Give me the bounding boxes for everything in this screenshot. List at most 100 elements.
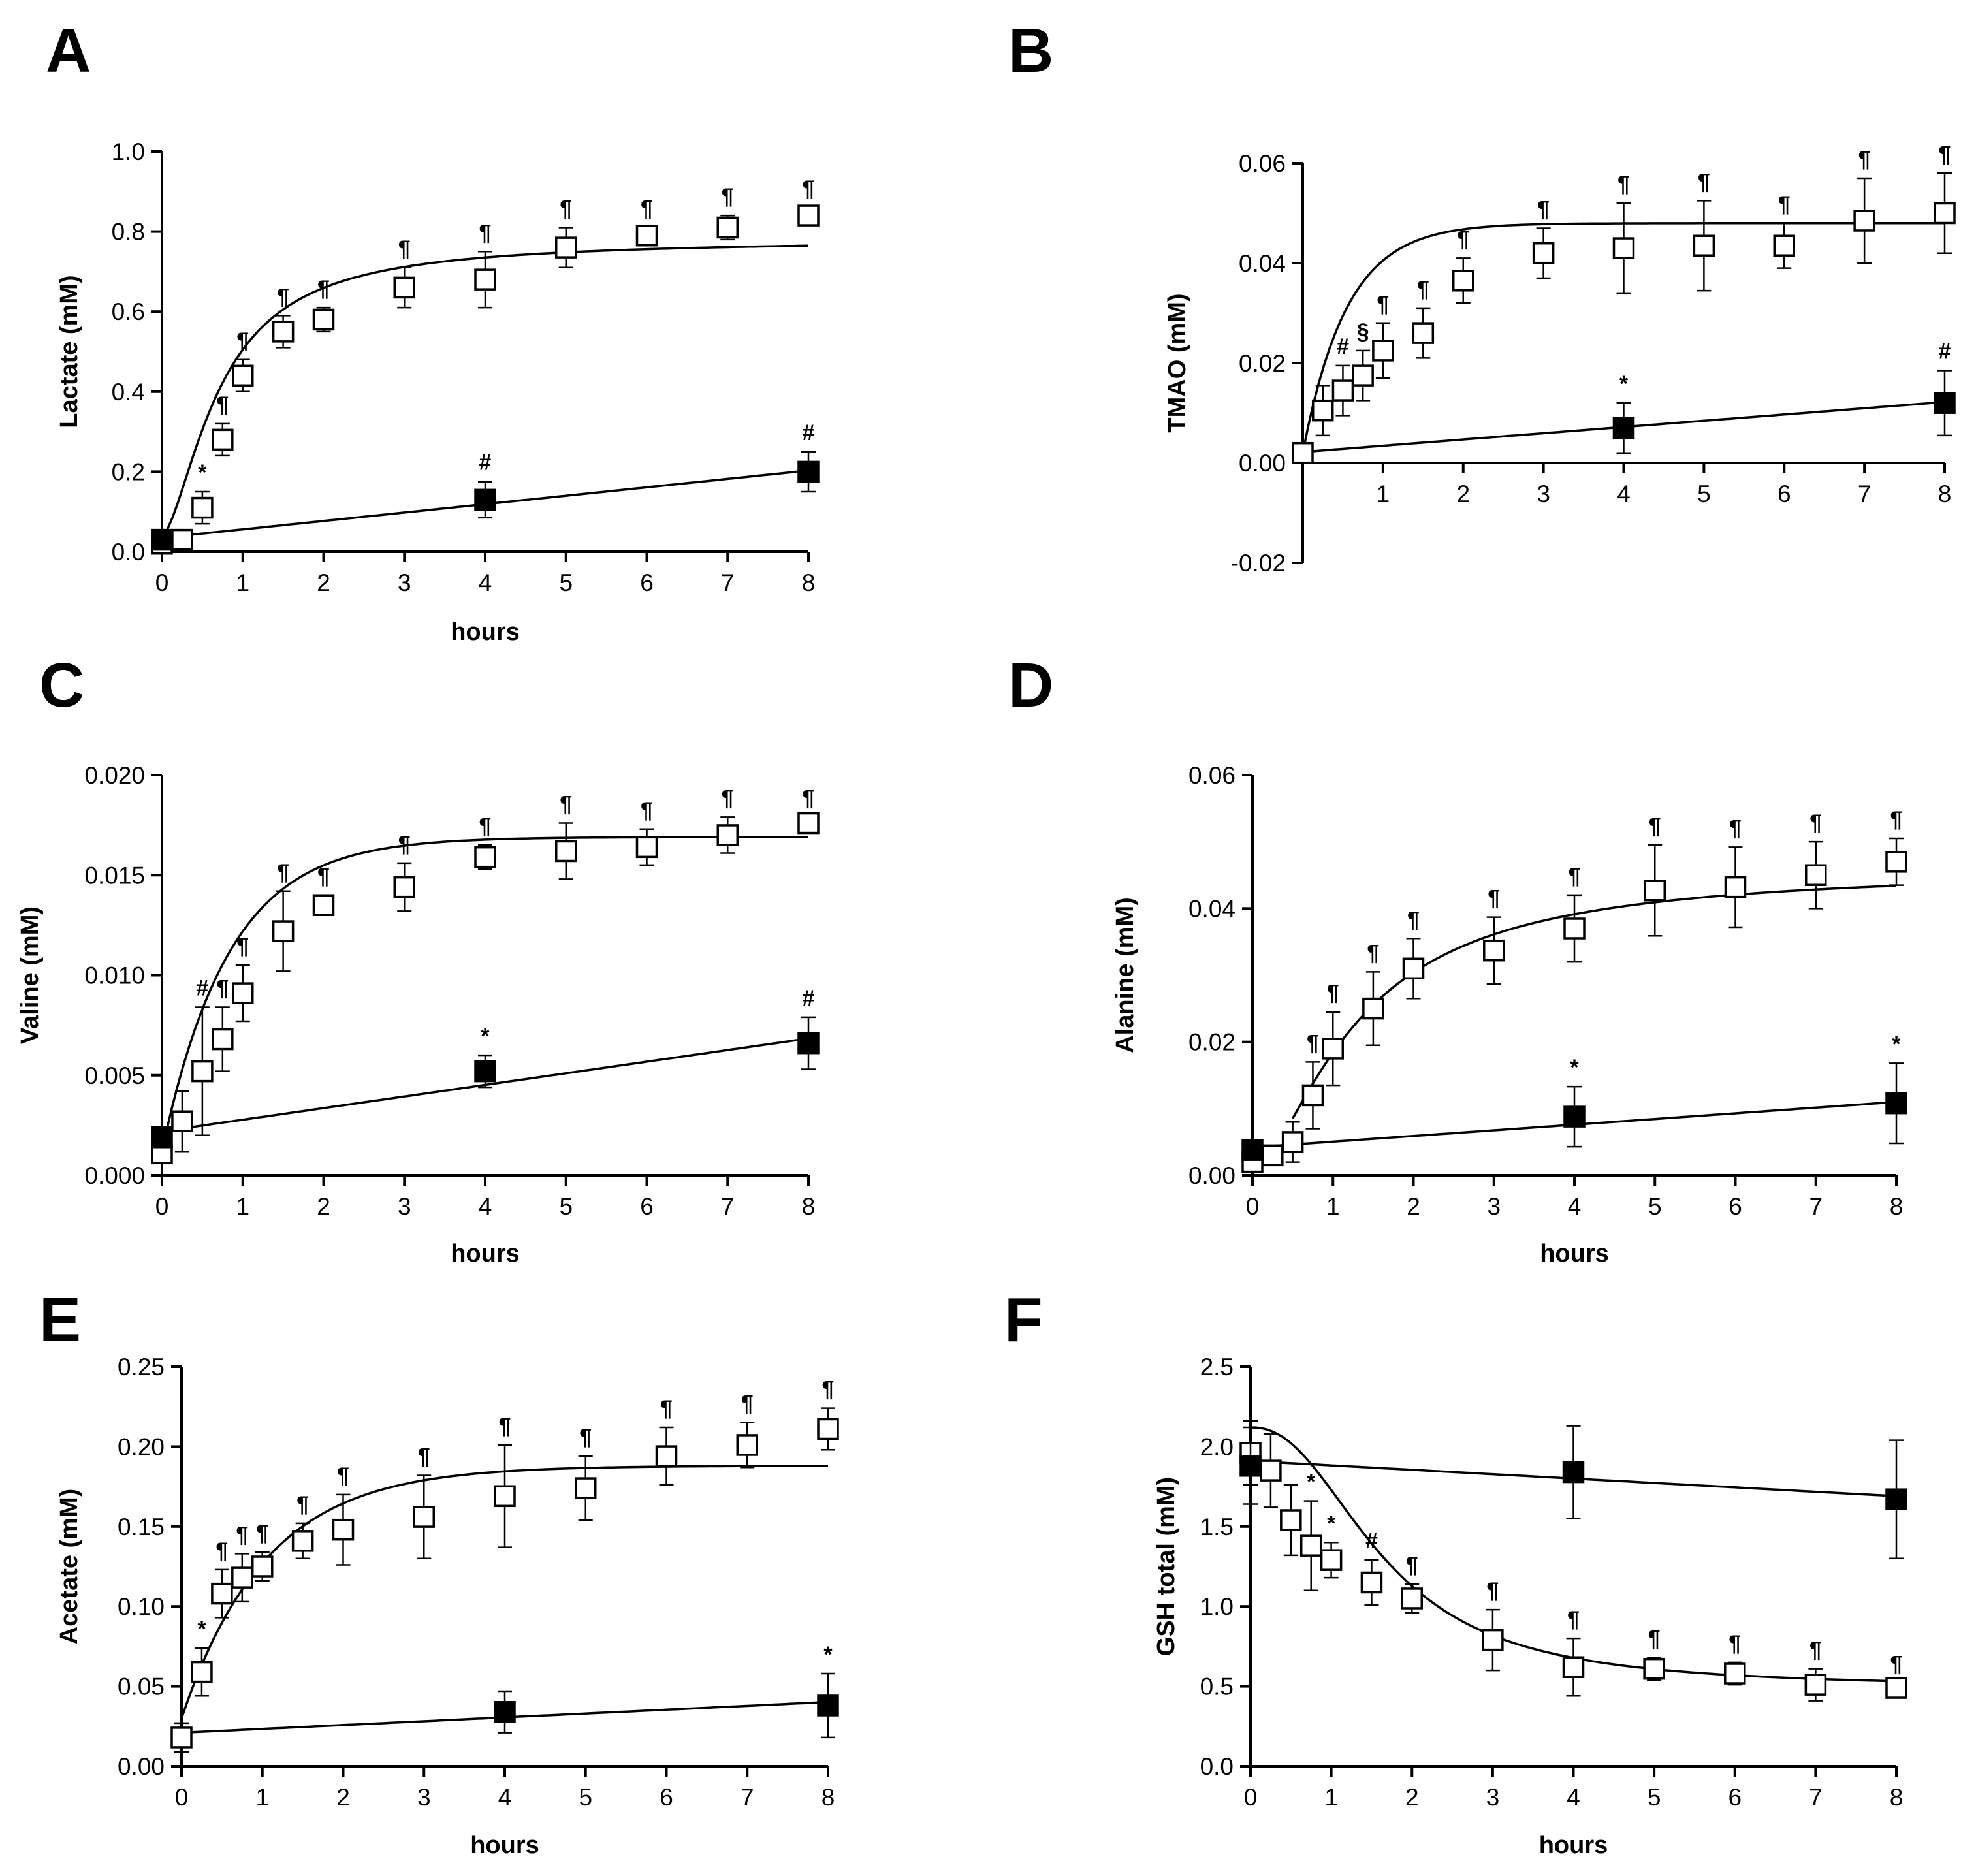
- significance-mark-c: ¶: [479, 814, 492, 838]
- data-point-open-e: [170, 1726, 193, 1749]
- significance-mark-d: ¶: [1809, 810, 1822, 835]
- y-tick-label-f: 2.5: [1200, 1354, 1234, 1380]
- data-point-filled-c: [474, 1060, 496, 1083]
- significance-mark-d: ¶: [1327, 981, 1339, 1006]
- panel-c: 0.000 0.005 0.010 0.015 0.020 0 1 2 3 4 5 6 7 8 hours V…: [16, 762, 820, 1267]
- data-point-open-a: [191, 496, 214, 519]
- x-tick-label-b: 2: [1456, 481, 1470, 507]
- data-point-open-b: [1693, 234, 1715, 257]
- data-point-open-a: [272, 321, 295, 343]
- y-tick-label-e: 0.05: [118, 1674, 165, 1700]
- data-point-filled-e: [817, 1694, 839, 1717]
- significance-mark-d: *: [1892, 1032, 1901, 1057]
- y-tick-label-b: 0.02: [1239, 350, 1286, 377]
- data-point-open-b: [1352, 364, 1374, 387]
- significance-mark-c: ¶: [216, 976, 229, 1001]
- x-tick-label-b: 8: [1938, 481, 1952, 507]
- x-axis-title-d: hours: [1540, 1240, 1609, 1267]
- panel-letter-b: B: [1008, 16, 1053, 86]
- significance-mark-a: ¶: [236, 328, 249, 353]
- significance-mark-e: ¶: [418, 1444, 430, 1469]
- y-tick-label-c: 0.010: [84, 962, 145, 989]
- significance-mark-a: #: [803, 421, 815, 445]
- data-point-open-b: [1412, 322, 1435, 344]
- data-point-open-f: [1643, 1657, 1665, 1680]
- x-tick-label-c: 8: [802, 1193, 816, 1220]
- data-point-open-d: [1301, 1084, 1324, 1107]
- significance-mark-b: ¶: [1457, 227, 1469, 251]
- significance-mark-d: ¶: [1649, 814, 1661, 838]
- x-tick-label-f: 6: [1728, 1784, 1742, 1811]
- x-tick-label-e: 5: [579, 1784, 592, 1811]
- significance-mark-a: #: [479, 451, 492, 475]
- y-axis-title-e: Acetate (mM): [56, 1489, 83, 1645]
- y-tick-label-d: 0.04: [1188, 895, 1235, 922]
- data-point-open-f: [1804, 1674, 1827, 1696]
- significance-mark-e: ¶: [741, 1391, 754, 1416]
- data-point-open-d: [1322, 1038, 1344, 1060]
- y-tick-label-f: 0.0: [1200, 1753, 1234, 1780]
- panel-a: 0.0 0.2 0.4 0.6 0.8 1.0 0 1 2 3 4 5 6 7 8 hours Lactate …: [56, 138, 820, 646]
- y-tick-label-a: 0.8: [112, 219, 145, 246]
- significance-mark-e: ¶: [215, 1538, 228, 1563]
- data-point-open-e: [817, 1418, 839, 1440]
- significance-mark-e: ¶: [822, 1377, 835, 1402]
- x-tick-label-b: 1: [1377, 481, 1390, 507]
- data-point-open-e: [291, 1530, 314, 1552]
- significance-mark-b: ¶: [1537, 197, 1550, 221]
- significance-mark-c: *: [481, 1024, 490, 1049]
- x-tick-label-e: 2: [336, 1784, 350, 1811]
- significance-mark-c: ¶: [317, 864, 330, 889]
- significance-mark-f: *: [1307, 1470, 1316, 1495]
- significance-mark-f: #: [1365, 1529, 1378, 1553]
- data-point-filled-f: [1239, 1455, 1262, 1477]
- data-point-open-c: [272, 920, 295, 942]
- x-tick-label-c: 1: [236, 1193, 249, 1220]
- y-tick-label-c: 0.020: [84, 762, 145, 789]
- x-tick-label-d: 3: [1487, 1193, 1501, 1220]
- significance-mark-f: *: [1327, 1511, 1336, 1536]
- x-tick-label-a: 3: [398, 569, 411, 596]
- y-tick-label-b: 0.06: [1239, 150, 1286, 177]
- data-point-open-d: [1402, 957, 1425, 980]
- data-point-open-f: [1724, 1662, 1746, 1685]
- significance-mark-a: ¶: [560, 196, 572, 221]
- data-point-open-f: [1482, 1629, 1504, 1651]
- data-point-open-d: [1483, 939, 1505, 962]
- data-point-open-d: [1805, 864, 1827, 886]
- significance-mark-d: ¶: [1569, 864, 1581, 889]
- data-point-open-c: [191, 1060, 214, 1083]
- y-tick-label-d: 0.06: [1188, 762, 1235, 789]
- data-point-open-c: [797, 812, 820, 835]
- y-tick-label-f: 1.0: [1200, 1593, 1234, 1620]
- significance-mark-a: ¶: [803, 176, 815, 201]
- significance-mark-e: *: [197, 1617, 206, 1642]
- significance-mark-d: ¶: [1367, 940, 1379, 965]
- x-tick-label-b: 6: [1777, 481, 1791, 507]
- y-axis-title-a: Lactate (mM): [56, 275, 83, 428]
- x-tick-label-c: 7: [721, 1193, 735, 1220]
- data-point-open-a: [797, 204, 820, 227]
- x-tick-label-c: 0: [155, 1193, 169, 1220]
- x-tick-label-b: 7: [1858, 481, 1872, 507]
- significance-mark-e: ¶: [296, 1492, 309, 1517]
- significance-mark-a: *: [198, 460, 207, 485]
- significance-mark-c: ¶: [641, 798, 653, 823]
- data-point-open-b: [1292, 441, 1314, 464]
- data-point-filled-a: [151, 528, 173, 551]
- x-tick-label-e: 3: [417, 1784, 431, 1811]
- data-point-open-e: [211, 1582, 233, 1605]
- fit-line-open-d: [1292, 884, 1897, 1119]
- data-point-open-a: [393, 276, 415, 299]
- x-tick-label-b: 3: [1537, 481, 1550, 507]
- x-tick-label-a: 8: [802, 569, 816, 596]
- data-point-open-b: [1773, 234, 1795, 257]
- x-tick-label-c: 4: [479, 1193, 492, 1220]
- data-point-filled-e: [494, 1701, 516, 1723]
- data-point-open-c: [312, 894, 335, 916]
- panel-b: -0.02 0.00 0.02 0.04 0.06 1 2 3 4 5 6 7 8 TMAO (mM) # §…: [1164, 142, 1956, 577]
- data-point-open-b: [1452, 270, 1474, 292]
- data-point-open-c: [212, 1028, 234, 1051]
- data-point-open-c: [232, 982, 254, 1004]
- data-point-open-f: [1260, 1459, 1282, 1482]
